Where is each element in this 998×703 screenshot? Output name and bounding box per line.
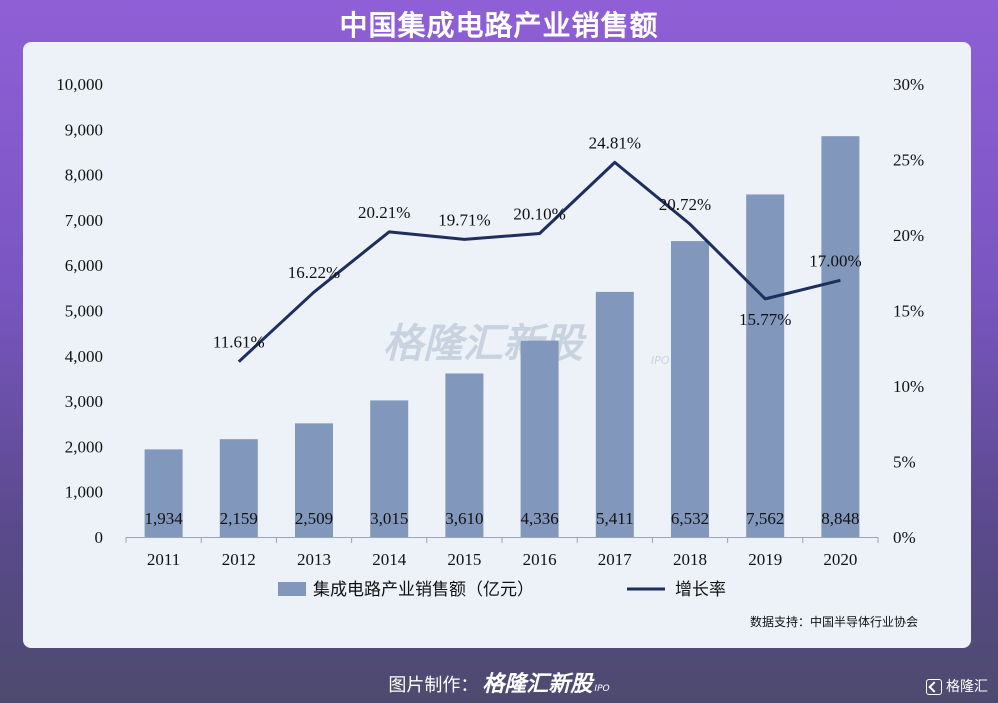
growth-value-label: 20.10% [513, 204, 565, 223]
footer: 图片制作： 格隆汇新股 IPO [0, 666, 998, 698]
x-tick-label: 2020 [823, 550, 857, 569]
bar [520, 340, 559, 537]
right-tick-label: 30% [893, 75, 924, 94]
bar [144, 449, 183, 537]
corner-logo: 格隆汇 [926, 676, 988, 696]
left-tick-label: 8,000 [65, 166, 103, 185]
bar-value-label: 6,532 [671, 509, 709, 528]
chart-panel: 格隆汇新股 IPO 0 1,000 2,000 3,000 4,000 5,000 6,000… [23, 42, 971, 648]
bar-value-label: 2,159 [220, 509, 258, 528]
watermark-sub: IPO [651, 354, 670, 367]
chart-title: 中国集成电路产业销售额 [339, 9, 659, 42]
bar-value-label: 7,562 [746, 509, 784, 528]
right-tick-label: 5% [893, 453, 916, 472]
right-tick-label: 20% [893, 226, 924, 245]
left-tick-label: 3,000 [65, 392, 103, 411]
growth-value-label: 20.72% [659, 195, 711, 214]
bar-value-label: 1,934 [144, 509, 183, 528]
x-tick-label: 2015 [447, 550, 481, 569]
footer-ipo: IPO [594, 684, 610, 694]
bar [295, 423, 333, 537]
footer-brand: 格隆汇新股 [482, 672, 593, 697]
x-tick-label: 2013 [297, 550, 331, 569]
legend-bar-label: 集成电路产业销售额（亿元） [313, 580, 534, 600]
growth-value-label: 15.77% [739, 310, 791, 329]
x-tick-label: 2018 [673, 550, 707, 569]
growth-value-labels: 11.61% 16.22% 20.21% 19.71% 20.10% 24.81% 20.7… [213, 133, 862, 351]
right-tick-label: 15% [893, 302, 924, 321]
bar [595, 291, 634, 537]
legend-bar-swatch [278, 582, 306, 596]
left-tick-label: 2,000 [65, 437, 103, 456]
bar-value-label: 3,015 [370, 509, 408, 528]
left-tick-label: 10,000 [56, 75, 103, 94]
x-tick-label: 2011 [147, 550, 180, 569]
bar [370, 400, 409, 537]
growth-value-label: 20.21% [358, 203, 410, 222]
right-tick-label: 0% [893, 528, 916, 547]
growth-value-label: 16.22% [288, 263, 340, 282]
bar-series [144, 136, 860, 537]
x-axis-ticks: 2011 2012 2013 2014 2015 2016 2017 2018 2019 2020 [125, 537, 879, 569]
corner-brand: 格隆汇 [946, 679, 988, 695]
bar [671, 241, 709, 537]
left-tick-label: 7,000 [65, 211, 103, 230]
growth-value-label: 19.71% [438, 210, 490, 229]
x-tick-label: 2016 [523, 550, 557, 569]
bar-value-label: 4,336 [520, 509, 558, 528]
right-tick-label: 10% [893, 377, 924, 396]
bar-value-labels: 1,934 2,159 2,509 3,015 3,610 4,336 5,411 6,532… [144, 509, 859, 528]
bar [821, 136, 860, 537]
growth-value-label: 11.61% [213, 333, 265, 352]
footer-label: 图片制作： [388, 675, 479, 696]
left-axis-ticks: 0 1,000 2,000 3,000 4,000 5,000 6,000 7,000 8,00… [56, 75, 103, 547]
bar [445, 373, 484, 537]
growth-line [237, 160, 841, 363]
right-tick-label: 25% [893, 151, 924, 170]
right-axis-ticks: 0% 5% 10% 15% 20% 25% 30% [893, 75, 924, 547]
left-tick-label: 4,000 [65, 347, 103, 366]
bar [746, 194, 785, 537]
left-tick-label: 5,000 [65, 302, 103, 321]
legend: 集成电路产业销售额（亿元） 增长率 [278, 580, 726, 600]
x-tick-label: 2019 [748, 550, 782, 569]
logo-icon [926, 679, 942, 695]
growth-value-label: 17.00% [809, 251, 861, 270]
left-tick-label: 1,000 [65, 483, 103, 502]
bar-value-label: 3,610 [445, 509, 483, 528]
combo-chart: 格隆汇新股 IPO 01,0002,0003,0004,0005,0006,000… [56, 75, 924, 629]
bar-value-label: 8,848 [821, 509, 859, 528]
x-tick-label: 2017 [598, 550, 633, 569]
left-tick-label: 9,000 [65, 120, 103, 139]
x-tick-label: 2014 [372, 550, 407, 569]
source-note: 数据支持：中国半导体行业协会 [750, 614, 918, 629]
bar-value-label: 5,411 [596, 509, 634, 528]
growth-value-label: 24.81% [589, 133, 641, 152]
left-tick-label: 0 [95, 528, 104, 547]
legend-line-label: 增长率 [675, 580, 726, 600]
x-tick-label: 2012 [222, 550, 256, 569]
growth-line-series [237, 160, 841, 363]
bar [219, 439, 258, 537]
bar-value-label: 2,509 [295, 509, 333, 528]
left-tick-label: 6,000 [65, 256, 103, 275]
